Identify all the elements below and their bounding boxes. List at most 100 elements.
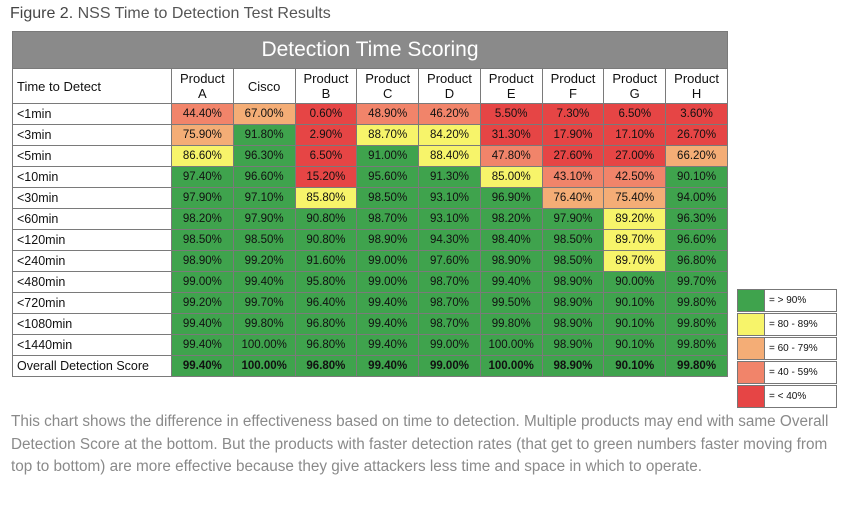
score-cell: 99.20% <box>232 250 296 272</box>
column-header-line2: H <box>691 86 702 101</box>
score-cell: 42.50% <box>603 166 667 188</box>
score-cell: 46.20% <box>418 103 481 125</box>
row-label: <3min <box>12 124 172 146</box>
caption-text: This chart shows the difference in effec… <box>11 413 829 475</box>
score-cell: 99.40% <box>356 334 420 356</box>
score-cell: 31.30% <box>479 124 543 146</box>
score-cell: 99.70% <box>232 292 296 314</box>
score-cell: 100.00% <box>232 355 296 377</box>
score-cell: 93.10% <box>418 208 481 230</box>
column-header-line2: A <box>198 86 207 101</box>
row-label: <120min <box>12 229 172 251</box>
column-header-line2: C <box>382 86 393 101</box>
legend-item: = 60 - 79% <box>737 337 837 360</box>
score-cell: 88.70% <box>356 124 420 146</box>
score-cell: 96.80% <box>294 313 358 335</box>
score-cell: 90.80% <box>294 229 358 251</box>
score-cell: 66.20% <box>665 145 728 167</box>
table-row: <240min 98.90% 99.20% 91.60% 99.00% 97.60% 98.… <box>12 250 728 272</box>
score-cell: 99.40% <box>232 271 296 293</box>
score-cell: 99.40% <box>171 334 234 356</box>
score-cell: 96.60% <box>232 166 296 188</box>
score-cell: 96.90% <box>479 187 543 209</box>
column-header-line1: Product <box>488 71 534 86</box>
score-cell: 98.70% <box>418 292 481 314</box>
score-cell: 26.70% <box>665 124 728 146</box>
score-cell: 100.00% <box>232 334 296 356</box>
table-title: Detection Time Scoring <box>12 31 728 69</box>
score-cell: 98.50% <box>356 187 420 209</box>
score-cell: 94.00% <box>665 187 728 209</box>
score-cell: 99.80% <box>665 313 728 335</box>
score-cell: 99.00% <box>418 355 481 377</box>
score-cell: 89.70% <box>603 229 667 251</box>
score-cell: 98.90% <box>541 271 605 293</box>
table-row: <10min 97.40% 96.60% 15.20% 95.60% 91.30% 85.0… <box>12 166 728 188</box>
score-cell: 75.90% <box>171 124 234 146</box>
table-row: <720min 99.20% 99.70% 96.40% 99.40% 98.70% 99.… <box>12 292 728 314</box>
score-cell: 76.40% <box>541 187 605 209</box>
score-cell: 85.80% <box>294 187 358 209</box>
figure-label: Figure 2. <box>10 5 74 22</box>
legend-label: = 80 - 89% <box>769 319 818 330</box>
score-cell: 99.40% <box>356 292 420 314</box>
score-cell: 99.00% <box>356 250 420 272</box>
score-cell: 98.50% <box>232 229 296 251</box>
score-cell: 100.00% <box>479 334 543 356</box>
figure-title: Figure 2. NSS Time to Detection Test Res… <box>10 5 331 23</box>
score-cell: 96.30% <box>665 208 728 230</box>
column-header: Cisco <box>232 68 296 104</box>
score-cell: 97.90% <box>541 208 605 230</box>
score-cell: 47.80% <box>479 145 543 167</box>
column-header-line2: G <box>629 86 640 101</box>
score-cell: 0.60% <box>294 103 358 125</box>
score-cell: 91.60% <box>294 250 358 272</box>
legend-item: = 80 - 89% <box>737 313 837 336</box>
row-label: <1440min <box>12 334 172 356</box>
table-row: <1min 44.40% 67.00% 0.60% 48.90% 46.20% 5.50% 7… <box>12 103 728 125</box>
score-cell: 95.80% <box>294 271 358 293</box>
score-cell: 90.80% <box>294 208 358 230</box>
score-cell: 99.20% <box>171 292 234 314</box>
legend-item: = > 90% <box>737 289 837 312</box>
score-cell: 6.50% <box>603 103 667 125</box>
legend-swatch <box>738 314 765 335</box>
score-cell: 90.10% <box>665 166 728 188</box>
score-cell: 5.50% <box>479 103 543 125</box>
score-cell: 98.90% <box>356 229 420 251</box>
score-cell: 44.40% <box>171 103 234 125</box>
score-cell: 90.10% <box>603 355 667 377</box>
header-row: Time to Detect Product A Cisco Product B Prod… <box>12 68 728 104</box>
table-row: <120min 98.50% 98.50% 90.80% 98.90% 94.30% 98.… <box>12 229 728 251</box>
score-cell: 88.40% <box>418 145 481 167</box>
column-header-line1: Product <box>179 71 225 86</box>
score-cell: 97.90% <box>171 187 234 209</box>
column-header-line1: Product <box>674 71 719 86</box>
score-cell: 97.40% <box>171 166 234 188</box>
column-header: Product G <box>603 68 667 104</box>
column-header-line1: Product <box>612 71 658 86</box>
legend-swatch <box>738 338 765 359</box>
score-cell: 91.80% <box>232 124 296 146</box>
row-label: <10min <box>12 166 172 188</box>
score-cell: 90.00% <box>603 271 667 293</box>
column-header-line1: Cisco <box>247 78 281 94</box>
score-cell: 97.90% <box>232 208 296 230</box>
score-cell: 94.30% <box>418 229 481 251</box>
score-cell: 99.00% <box>171 271 234 293</box>
score-cell: 99.80% <box>665 355 728 377</box>
column-header: Product F <box>541 68 605 104</box>
score-cell: 96.40% <box>294 292 358 314</box>
row-label: <30min <box>12 187 172 209</box>
table-row: <3min 75.90% 91.80% 2.90% 88.70% 84.20% 31.30%… <box>12 124 728 146</box>
score-cell: 98.20% <box>479 208 543 230</box>
score-cell: 99.80% <box>665 334 728 356</box>
legend-item: = < 40% <box>737 385 837 408</box>
score-cell: 89.70% <box>603 250 667 272</box>
score-cell: 98.70% <box>418 313 481 335</box>
column-header-line2: B <box>321 86 331 101</box>
legend-label: = 60 - 79% <box>769 343 818 354</box>
legend-label: = > 90% <box>769 295 807 306</box>
table-row: <30min 97.90% 97.10% 85.80% 98.50% 93.10% 96.9… <box>12 187 728 209</box>
column-header-line1: Product <box>427 71 472 86</box>
